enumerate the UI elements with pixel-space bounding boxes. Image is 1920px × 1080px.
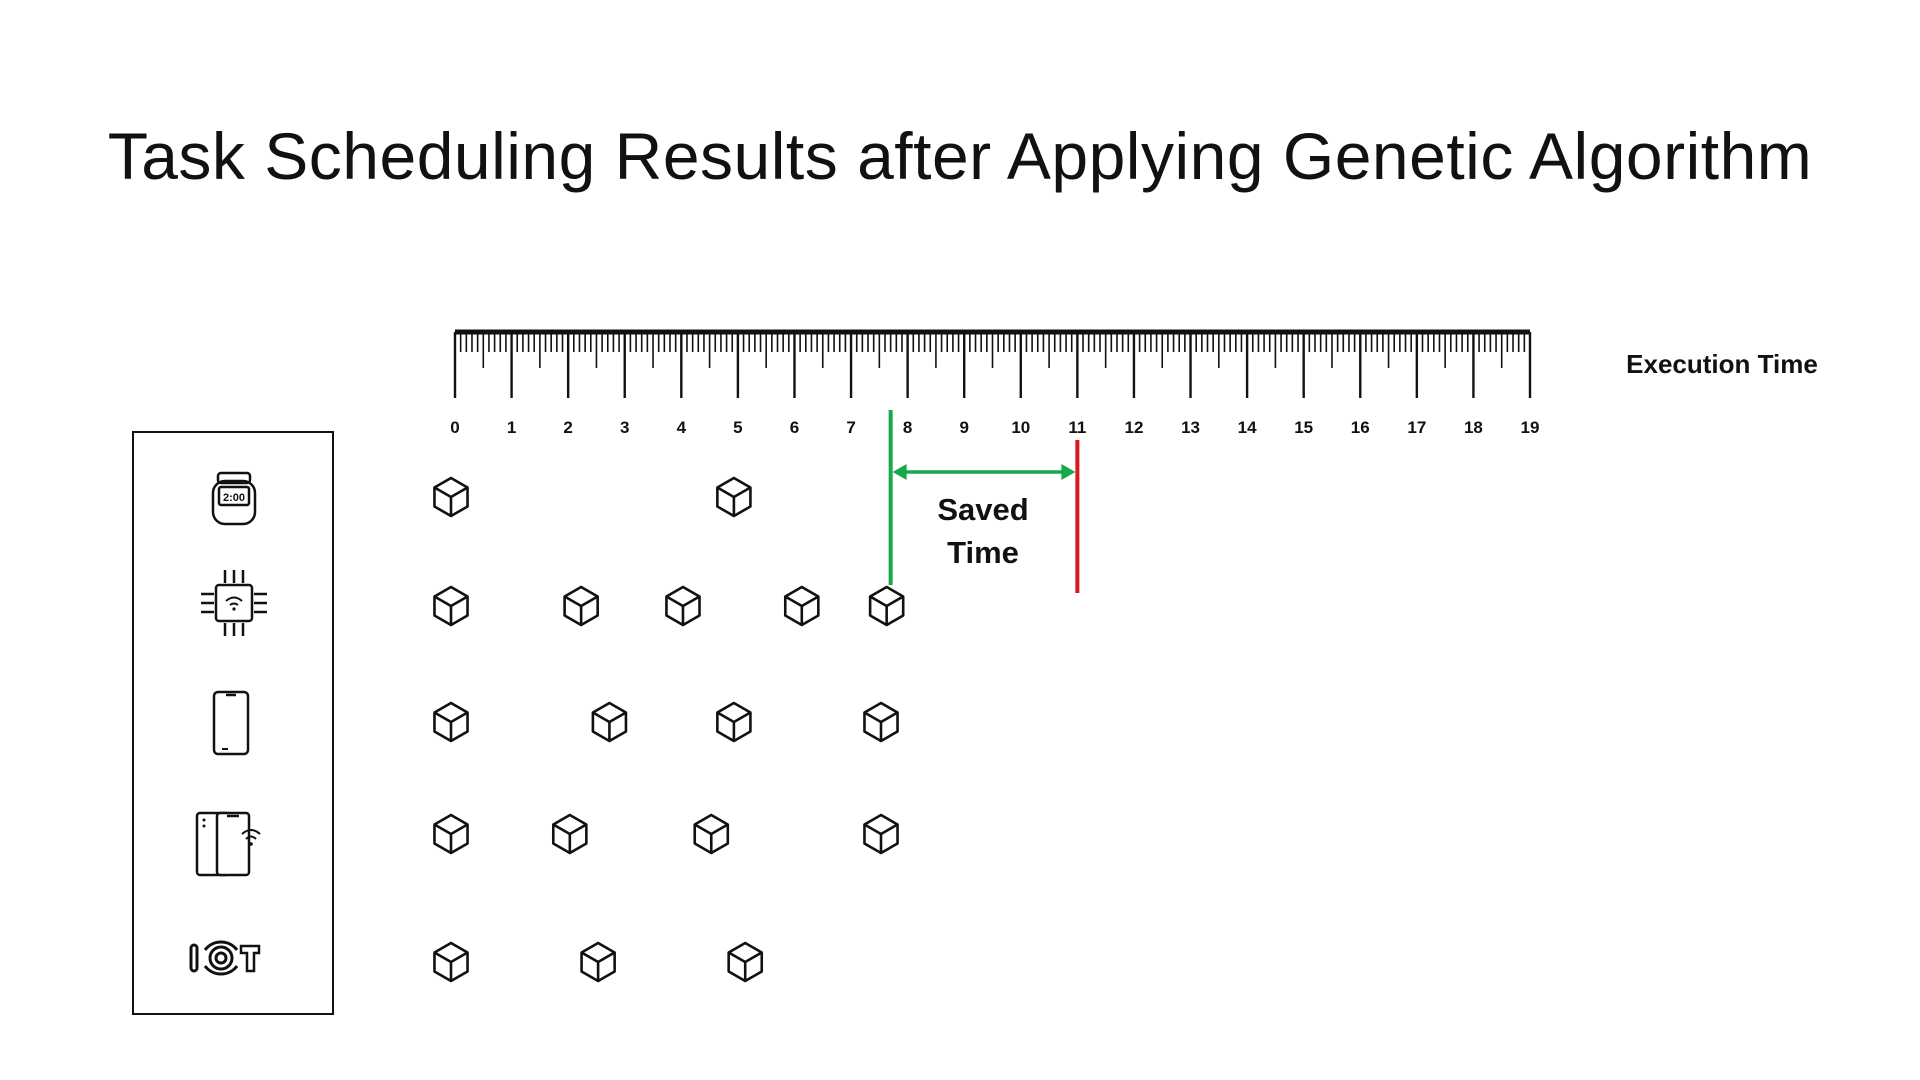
task-cube-icon <box>563 585 599 627</box>
tick-label: 17 <box>1407 418 1426 437</box>
task-cube-icon <box>551 813 588 855</box>
task-cube-icon <box>727 941 764 983</box>
task-cube-icon <box>580 941 616 983</box>
task-cube-icon <box>433 941 469 983</box>
tick-label: 13 <box>1181 418 1200 437</box>
task-cube-icon <box>665 585 701 627</box>
smartphone-icon <box>212 690 250 756</box>
execution-time-ruler <box>453 329 1532 398</box>
saved-time-label-line1: Saved <box>937 492 1028 527</box>
tick-label: 4 <box>677 418 687 437</box>
tick-label: 16 <box>1351 418 1370 437</box>
device-legend-box <box>132 431 334 1015</box>
task-cube-icon <box>433 476 469 518</box>
saved-time-arrow-head-left <box>892 464 907 480</box>
tick-label: 10 <box>1011 418 1030 437</box>
tick-label: 1 <box>507 418 516 437</box>
tick-label: 19 <box>1521 418 1540 437</box>
dual-phone-wifi-icon <box>195 811 261 877</box>
task-cube-icon <box>433 701 469 743</box>
saved-time-label-line2: Time <box>947 535 1019 570</box>
tick-label: 2 <box>563 418 572 437</box>
slide-title: Task Scheduling Results after Applying G… <box>107 119 1813 193</box>
saved-time-arrow-head-right <box>1061 464 1076 480</box>
task-cube-icon <box>693 813 730 855</box>
wifi-chip-icon <box>201 570 267 636</box>
task-cube-icon <box>863 701 899 743</box>
saved-time-annotation <box>888 410 1080 593</box>
tick-label: 6 <box>790 418 799 437</box>
task-cube-icon <box>716 476 752 518</box>
tick-label: 14 <box>1238 418 1257 437</box>
tick-label: 15 <box>1294 418 1313 437</box>
task-cube-icon <box>868 585 905 627</box>
task-grid <box>433 476 905 983</box>
task-cube-icon <box>591 701 628 743</box>
tick-label: 7 <box>846 418 855 437</box>
ruler-tick-labels: 0 1 2 3 4 5 6 7 8 9 10 11 12 13 14 15 16 17 18 19 <box>450 418 1539 437</box>
iot-logo-icon <box>189 940 261 976</box>
tick-label: 18 <box>1464 418 1483 437</box>
tick-label: 12 <box>1124 418 1143 437</box>
task-cube-icon <box>433 585 469 627</box>
tick-label: 0 <box>450 418 459 437</box>
tick-label: 11 <box>1068 418 1086 437</box>
tick-label: 3 <box>620 418 629 437</box>
watch-face-text: 2:00 <box>223 492 245 504</box>
tick-label: 8 <box>903 418 912 437</box>
smartwatch-icon: 2:00 <box>211 471 257 526</box>
task-cube-icon <box>433 813 469 855</box>
task-cube-icon <box>783 585 820 627</box>
task-cube-icon <box>863 813 899 855</box>
axis-title: Execution Time <box>1626 349 1818 379</box>
task-cube-icon <box>716 701 752 743</box>
tick-label: 5 <box>733 418 742 437</box>
tick-label: 9 <box>959 418 968 437</box>
